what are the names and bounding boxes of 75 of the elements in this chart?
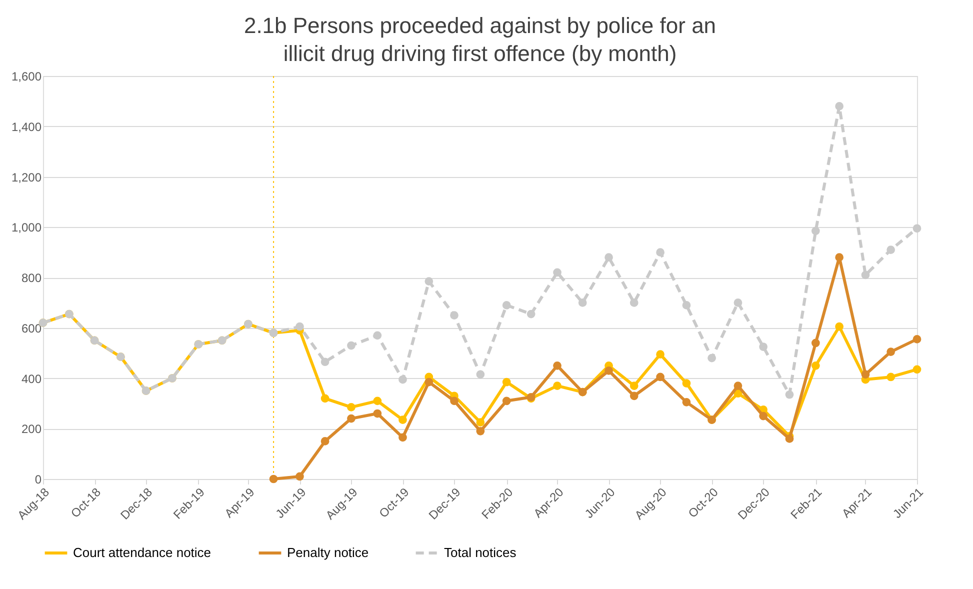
point bbox=[269, 474, 278, 484]
point bbox=[424, 277, 434, 286]
legend-label: Court attendance notice bbox=[73, 545, 212, 560]
point bbox=[450, 311, 458, 320]
point bbox=[886, 348, 896, 356]
point bbox=[604, 253, 613, 262]
point bbox=[734, 298, 742, 307]
point bbox=[861, 270, 870, 280]
point bbox=[347, 414, 356, 423]
y-tick-label: 400 bbox=[21, 372, 42, 386]
point bbox=[682, 379, 691, 388]
point bbox=[373, 409, 382, 418]
point bbox=[398, 375, 407, 384]
y-tick-label: 800 bbox=[21, 271, 42, 285]
y-tick-label: 1,000 bbox=[11, 220, 42, 235]
point bbox=[811, 226, 820, 236]
point bbox=[811, 338, 820, 348]
point bbox=[320, 394, 330, 403]
point bbox=[630, 392, 638, 400]
point bbox=[912, 224, 922, 233]
point bbox=[656, 372, 664, 382]
point bbox=[424, 378, 434, 386]
point bbox=[502, 301, 511, 310]
point bbox=[759, 412, 768, 420]
point bbox=[578, 298, 587, 307]
point bbox=[656, 248, 664, 256]
point bbox=[708, 354, 716, 362]
point bbox=[373, 396, 382, 406]
point bbox=[734, 382, 742, 390]
point bbox=[656, 350, 664, 358]
y-tick-label: 200 bbox=[21, 422, 42, 436]
point bbox=[682, 301, 691, 310]
point bbox=[861, 370, 870, 379]
point bbox=[604, 366, 613, 375]
point bbox=[886, 372, 896, 382]
point bbox=[296, 322, 304, 331]
point bbox=[373, 331, 382, 340]
chart-title: 2.1b Persons proceeded against by police for an illicit drug driving first offence (by month) bbox=[244, 13, 716, 66]
y-tick-label: 0 bbox=[34, 472, 42, 486]
point bbox=[296, 472, 304, 481]
point bbox=[320, 358, 330, 366]
point bbox=[347, 341, 356, 350]
point bbox=[553, 268, 562, 277]
legend-label: Total notices bbox=[444, 545, 517, 560]
point bbox=[320, 437, 330, 446]
point bbox=[630, 298, 638, 307]
point bbox=[835, 322, 844, 331]
point bbox=[476, 370, 485, 379]
point bbox=[398, 416, 407, 424]
y-tick-label: 1,400 bbox=[11, 120, 42, 134]
y-tick-label: 1,600 bbox=[11, 70, 42, 84]
point bbox=[785, 434, 794, 443]
point bbox=[476, 426, 485, 436]
point bbox=[502, 378, 511, 386]
point bbox=[835, 102, 844, 110]
point bbox=[450, 396, 458, 406]
point bbox=[682, 398, 691, 406]
point bbox=[553, 361, 562, 370]
point bbox=[526, 310, 536, 318]
point bbox=[785, 390, 794, 399]
point bbox=[886, 246, 896, 254]
point bbox=[835, 253, 844, 262]
point bbox=[759, 342, 768, 351]
point bbox=[347, 403, 356, 412]
point bbox=[912, 335, 922, 344]
legend-label: Penalty notice bbox=[287, 545, 369, 560]
y-tick-label: 1,200 bbox=[11, 170, 42, 184]
point bbox=[502, 396, 511, 406]
y-tick-label: 600 bbox=[21, 321, 42, 336]
point bbox=[553, 382, 562, 390]
point bbox=[476, 418, 485, 427]
point bbox=[398, 433, 407, 442]
point bbox=[811, 361, 820, 370]
point bbox=[630, 382, 638, 390]
point bbox=[912, 365, 922, 374]
